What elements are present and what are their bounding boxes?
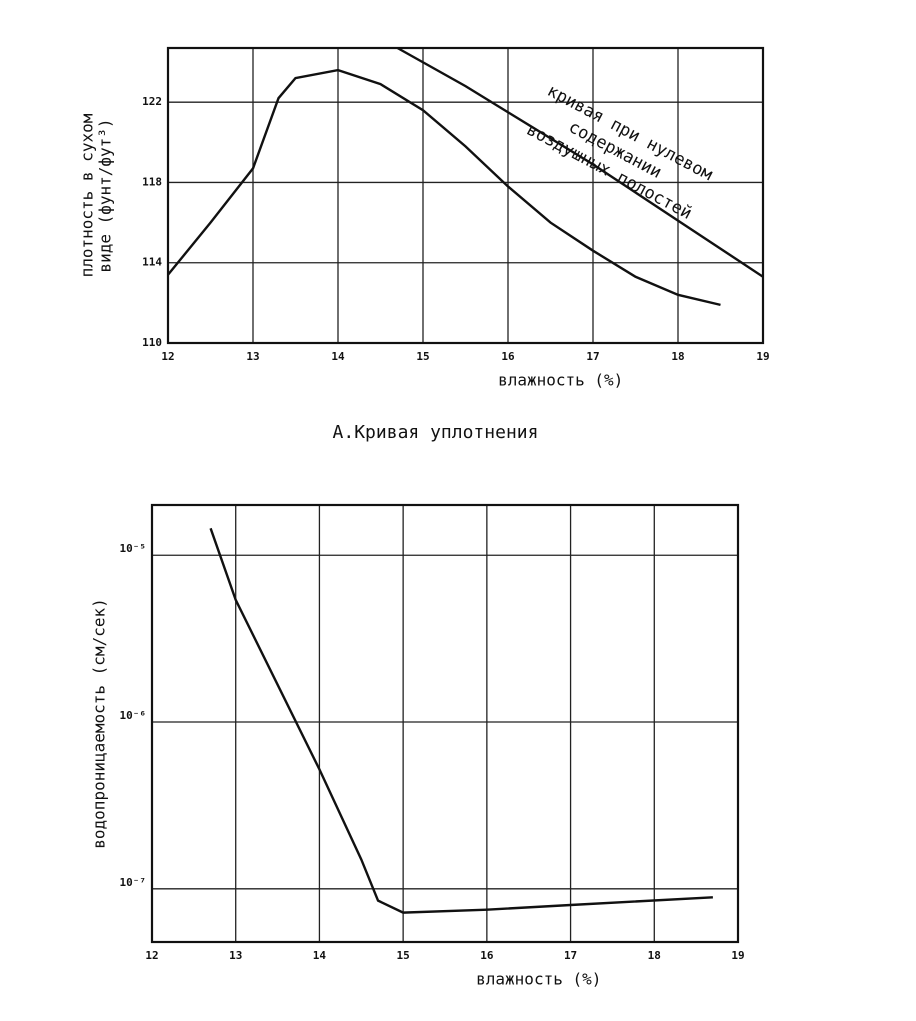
curve xyxy=(167,68,721,307)
x-tick-label: 14 xyxy=(331,350,345,363)
y-tick-label: 10⁻⁵ xyxy=(120,542,147,555)
plot-frame xyxy=(150,503,740,944)
x-tick-label: 17 xyxy=(564,949,577,962)
y-tick-label: 118 xyxy=(142,175,162,188)
y-tick-label: 110 xyxy=(142,336,162,349)
x-tick-label: 16 xyxy=(480,949,494,962)
x-tick-label: 18 xyxy=(648,949,661,962)
plot-frame xyxy=(166,46,765,345)
curve xyxy=(209,527,713,914)
x-tick-label: 15 xyxy=(416,350,429,363)
x-tick-label: 14 xyxy=(313,949,327,962)
x-tick-label: 18 xyxy=(671,350,684,363)
x-axis-label: влажность (%) xyxy=(498,371,623,390)
y-tick-label: 10⁻⁶ xyxy=(120,709,147,722)
y-axis-label: плотность в сухом xyxy=(78,113,97,277)
x-tick-label: 19 xyxy=(731,949,744,962)
x-tick-label: 19 xyxy=(756,350,769,363)
y-axis-label: водопроницаемость (см/сек) xyxy=(90,598,109,848)
y-tick-label: 10⁻⁷ xyxy=(120,876,147,889)
x-tick-label: 12 xyxy=(145,949,158,962)
x-tick-label: 15 xyxy=(397,949,410,962)
x-tick-label: 13 xyxy=(229,949,242,962)
y-tick-label: 114 xyxy=(142,256,162,269)
curve xyxy=(396,46,764,278)
y-axis-label: виде (фунт/фут³) xyxy=(96,118,115,272)
caption: А.Кривая уплотнения xyxy=(333,422,539,443)
x-tick-label: 12 xyxy=(161,350,174,363)
x-tick-label: 17 xyxy=(586,350,599,363)
y-tick-label: 122 xyxy=(142,95,162,108)
x-tick-label: 16 xyxy=(501,350,515,363)
x-axis-label: влажность (%) xyxy=(476,970,601,989)
x-tick-label: 13 xyxy=(246,350,259,363)
